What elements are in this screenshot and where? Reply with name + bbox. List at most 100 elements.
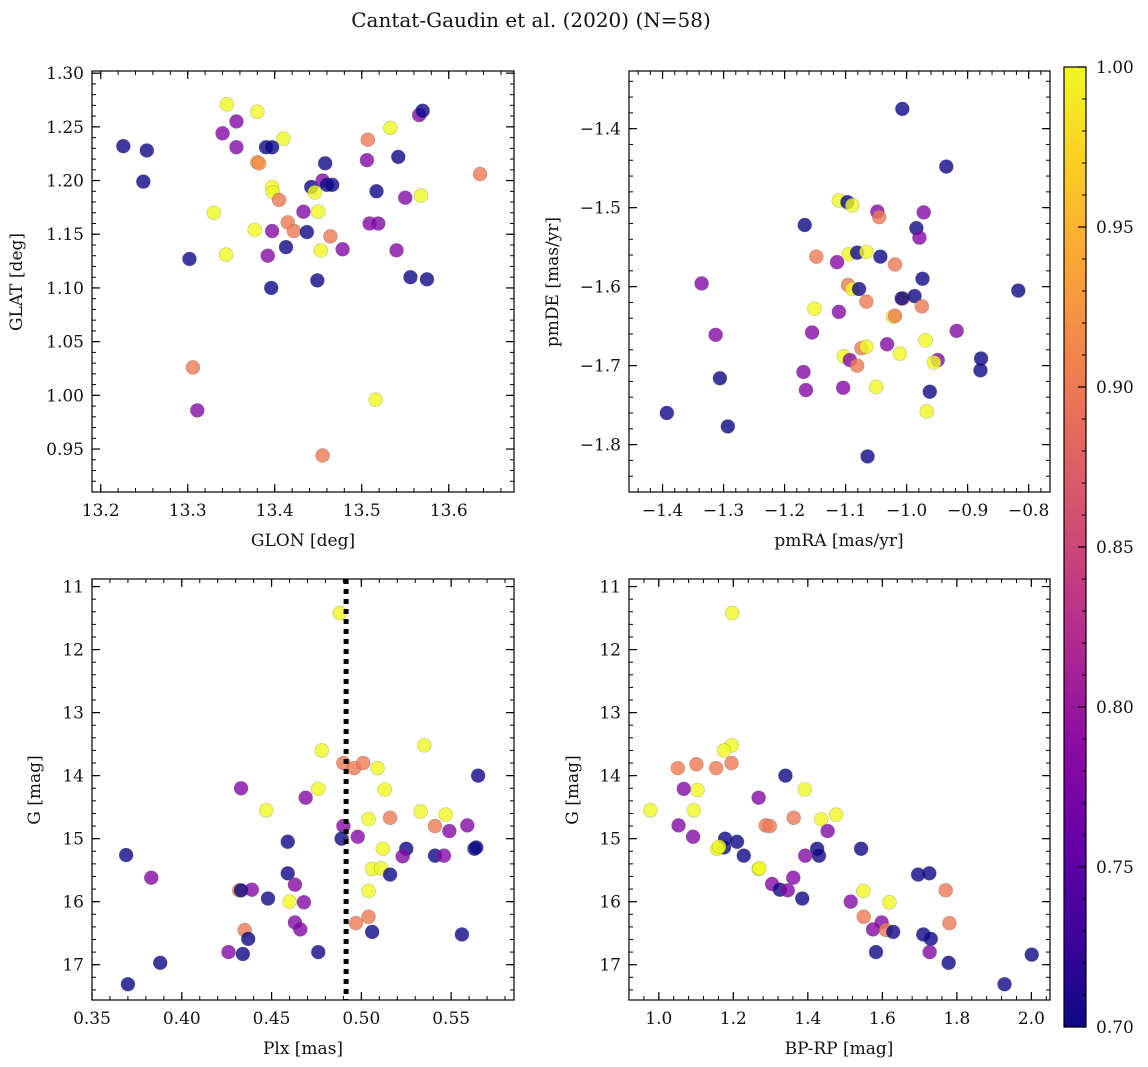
cmd-data-point [997, 976, 1012, 992]
plx-g-data-point [298, 790, 313, 805]
plx-g-data-point [287, 877, 303, 892]
pm-data-point [659, 405, 675, 421]
cmd-data-point [685, 829, 701, 845]
pm-x-tick-label: −0.9 [947, 501, 988, 521]
plx-g-data-point [364, 924, 380, 940]
colorbar-tick-label: 0.95 [1096, 218, 1134, 238]
cmd-data-point [778, 768, 793, 783]
sky-data-point [229, 114, 244, 129]
sky-data-point [315, 448, 330, 463]
sky-data-point [219, 96, 235, 112]
plx-g-ylabel: G [mag] [25, 755, 45, 824]
sky-y-tick-label: 0.95 [46, 440, 84, 460]
cmd-data-point [853, 841, 869, 857]
sky-data-point [413, 188, 429, 203]
sky-data-point [370, 216, 386, 231]
pm-data-point [894, 291, 910, 306]
cmd-data-point [811, 848, 827, 863]
plx-g-y-tick-label: 12 [62, 641, 84, 661]
pm-data-point [907, 288, 922, 304]
pm-data-point [949, 323, 964, 339]
pm-x-tick-label: −1.3 [703, 501, 744, 521]
cmd-data-point [797, 782, 813, 797]
plx-g-data-point [427, 818, 443, 834]
cmd-data-point [794, 891, 810, 906]
plot-area-pm: −1.4 −1.3 −1.2 −1.1 −1.0 −0.9 −0.8 −1.8 −1.7 −1.6… [580, 70, 1051, 521]
plx-g-x-tick-label: 0.45 [253, 1009, 291, 1029]
sky-data-point [419, 272, 435, 287]
plx-g-data-point [460, 818, 475, 833]
sky-data-point [296, 204, 311, 219]
plx-g-data-point [233, 883, 249, 898]
plx-g-data-point [438, 807, 454, 823]
sky-x-tick-label: 13.2 [82, 501, 120, 521]
plx-g-data-point [382, 810, 398, 826]
pm-data-point [712, 370, 728, 386]
pm-data-point [720, 419, 736, 434]
sky-xlabel: GLON [deg] [251, 531, 355, 551]
cmd-data-point [938, 883, 953, 898]
sky-y-tick-label: 1.15 [46, 225, 84, 245]
plx-g-data-point [377, 782, 393, 797]
cmd-data-point [689, 756, 704, 772]
cmd-frame [628, 578, 1051, 1001]
plx-g-data-point [314, 743, 330, 758]
cmd-data-point [1024, 947, 1040, 962]
pm-data-point [914, 299, 930, 314]
cmd-data-point [797, 848, 813, 863]
cmd-y-tick-label: 12 [599, 641, 621, 661]
pm-x-tick-label: −1.1 [825, 501, 866, 521]
plot-area-sky: 13.2 13.3 13.4 13.5 13.6 0.95 1.00 1.05 1.10 1.15… [46, 64, 515, 521]
pm-data-point [873, 249, 888, 264]
sky-x-tick-label: 13.6 [430, 501, 468, 521]
sky-data-point [389, 243, 404, 258]
sky-y-tick-label: 1.05 [46, 333, 84, 353]
pm-data-point [809, 249, 824, 264]
pm-x-tick-label: −1.2 [764, 501, 805, 521]
plx-g-data-point [296, 895, 312, 910]
pm-data-point [871, 209, 887, 225]
sky-data-point [299, 224, 315, 240]
plx-g-y-tick-label: 17 [62, 956, 84, 976]
cmd-data-point [868, 944, 884, 960]
colorbar: 0.70 0.75 0.80 0.85 0.90 0.95 1.00 [1063, 58, 1134, 1038]
cmd-data-point [762, 818, 778, 834]
plot-area-plx-g: 0.35 0.40 0.45 0.50 0.55 11 12 13 14 15 16 17 [62, 578, 515, 1029]
pm-y-tick-label: −1.5 [580, 199, 621, 219]
sky-data-point [324, 177, 340, 193]
sky-y-tick-label: 1.10 [46, 279, 84, 299]
pm-data-point [912, 230, 927, 245]
plx-g-y-tick-label: 14 [62, 767, 84, 787]
cmd-data-point [708, 760, 724, 776]
cmd-data-point [786, 810, 801, 826]
sky-x-tick-label: 13.3 [169, 501, 207, 521]
plx-g-data-point [413, 804, 428, 819]
sky-data-point [323, 229, 338, 244]
pm-data-point [918, 333, 933, 348]
cmd-data-point [856, 909, 872, 925]
cmd-data-point [751, 790, 766, 805]
sky-data-point [415, 103, 430, 119]
pm-data-point [860, 449, 875, 464]
cmd-data-point [711, 839, 727, 855]
cmd-x-tick-label: 1.6 [869, 1009, 896, 1029]
cmd-data-point [724, 605, 740, 621]
colorbar-tick-label: 0.75 [1096, 858, 1134, 878]
cmd-data-point [642, 802, 658, 818]
pm-data-point [797, 217, 813, 233]
cmd-data-point [676, 781, 692, 797]
plx-g-data-point [293, 922, 308, 937]
sky-data-point [139, 143, 155, 158]
plx-g-data-point [361, 883, 376, 899]
sky-data-point [472, 166, 488, 182]
colorbar-tick-label: 0.70 [1096, 1018, 1134, 1038]
cmd-y-tick-label: 14 [599, 767, 621, 787]
cmd-data-point [780, 883, 796, 898]
sky-data-point [251, 156, 267, 171]
plx-g-frame [91, 578, 515, 1001]
sky-data-point [250, 104, 265, 120]
plx-g-data-point [260, 891, 276, 906]
cmd-data-point [724, 755, 739, 771]
sky-frame [91, 70, 515, 493]
